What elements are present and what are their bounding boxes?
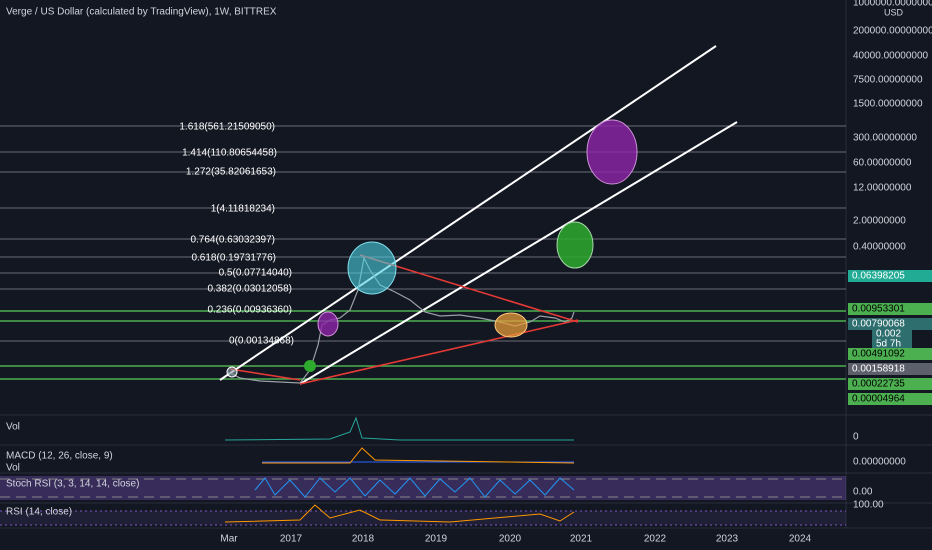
price-badge-label: 5d 7h — [876, 339, 901, 350]
price-badge-label: 0.002 — [876, 329, 901, 340]
price-label: 1500.00000000 — [853, 99, 923, 110]
time-label: 2017 — [280, 534, 303, 545]
price-badge-label: 0.00953301 — [852, 304, 905, 315]
fib-label: 1.618(561.21509050) — [179, 122, 275, 133]
time-label: 2023 — [716, 534, 739, 545]
price-badge-label: 0.00022735 — [852, 379, 905, 390]
panel-axis-label: 0 — [853, 432, 859, 443]
price-badge-label: 0.00158918 — [852, 364, 905, 375]
fib-label: 0(0.00134868) — [229, 336, 294, 347]
price-label: 60.00000000 — [853, 158, 912, 169]
panel-label: RSI (14, close) — [6, 507, 72, 518]
price-badge — [848, 363, 932, 375]
stoch-band — [0, 476, 846, 500]
macd-signal — [262, 447, 575, 464]
price-label: 1000000.00000000 — [853, 0, 932, 9]
fib-label: 0.618(0.19731776) — [191, 253, 276, 264]
price-badge — [848, 303, 932, 315]
volume — [224, 416, 574, 441]
price-label: 300.00000000 — [853, 133, 917, 144]
fib-label: 0.764(0.63032397) — [190, 235, 275, 246]
price-label: 7500.00000000 — [853, 75, 923, 86]
time-label: 2018 — [352, 534, 375, 545]
price-badge — [872, 338, 912, 350]
price-badge-label: 0.00491092 — [852, 349, 905, 360]
time-label: 2020 — [499, 534, 522, 545]
panel-separators — [0, 414, 932, 529]
rsi-line — [224, 504, 575, 523]
panel-label: MACD (12, 26, close, 9) — [6, 451, 113, 462]
panel-axis-label: 0.00 — [853, 487, 873, 498]
price-badge — [848, 378, 932, 390]
highlight-ellipse — [494, 312, 528, 338]
price-label: 12.00000000 — [853, 183, 912, 194]
price-label: 200000.00000000 — [853, 26, 932, 37]
fib-label: 0.382(0.03012058) — [207, 284, 292, 295]
price-badge-label: 0.00790068 — [852, 319, 905, 330]
panel-label: Vol — [6, 422, 20, 433]
highlight-ellipse — [226, 366, 238, 378]
price-label: 40000.00000000 — [853, 51, 929, 62]
panel-label: Vol — [6, 463, 20, 474]
price-badge — [848, 393, 932, 405]
panel-label: Stoch RSI (3, 3, 14, 14, close) — [6, 479, 139, 490]
highlight-ellipse — [556, 221, 594, 269]
time-label: 2024 — [789, 534, 812, 545]
price-label: 2.00000000 — [853, 216, 906, 227]
rsi-band — [0, 511, 846, 525]
panel-axis-label: 100.00 — [853, 500, 884, 511]
fib-lines — [0, 125, 846, 342]
price-unit: USD — [884, 7, 904, 17]
fib-label: 0.236(0.00936360) — [207, 305, 292, 316]
fib-label: 1.272(35.82061653) — [186, 167, 276, 178]
channel-upper — [219, 45, 717, 381]
price-label: 0.40000000 — [853, 242, 906, 253]
highlight-ellipse — [304, 360, 316, 372]
fib-label: 1.414(110.80654458) — [182, 148, 277, 159]
stoch-k — [254, 477, 575, 498]
fib-label: 0.5(0.07714040) — [219, 268, 292, 279]
panel-axis-label: 0.00000000 — [853, 457, 906, 468]
price-badge-label: 0.06398205 — [852, 271, 905, 282]
time-label: 2019 — [425, 534, 448, 545]
price-badge — [872, 328, 912, 340]
channel-lower — [299, 121, 738, 385]
chart-title: Verge / US Dollar (calculated by Trading… — [6, 7, 277, 18]
price-badge-label: 0.00004964 — [852, 394, 905, 405]
fib-label: 1(4.11818234) — [211, 204, 275, 215]
highlight-ellipse — [586, 119, 638, 185]
highlight-ellipse — [317, 311, 339, 337]
time-label: 2021 — [570, 534, 593, 545]
price-badge — [848, 348, 932, 360]
time-label: 2022 — [644, 534, 667, 545]
price-badge — [848, 318, 932, 330]
highlight-ellipse — [347, 241, 397, 295]
time-label: Mar — [220, 534, 238, 545]
price-badge — [848, 270, 932, 282]
